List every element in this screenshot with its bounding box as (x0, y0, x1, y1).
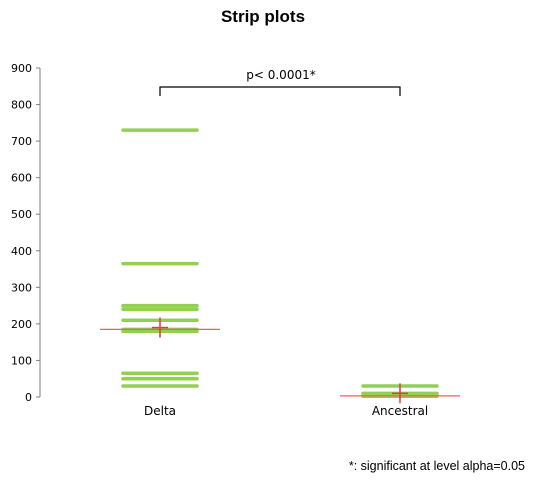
y-axis: 0 100 200 300 400 500 600 700 800 900 (11, 62, 41, 404)
y-tick-label: 0 (25, 391, 32, 404)
y-tick-label: 600 (11, 172, 32, 185)
y-tick-label: 900 (11, 62, 32, 75)
y-tick-label: 500 (11, 208, 32, 221)
bracket-line (159, 86, 401, 96)
x-category-label: Ancestral (372, 404, 428, 418)
x-axis-categories: Delta Ancestral (144, 404, 428, 418)
x-category-label: Delta (144, 404, 176, 418)
y-tick-label: 200 (11, 318, 32, 331)
significance-label: p< 0.0001* (246, 68, 315, 82)
summary-markers (100, 317, 460, 404)
y-tick-label: 400 (11, 245, 32, 258)
significance-bracket (159, 86, 401, 96)
data-points (121, 128, 439, 399)
y-tick-label: 700 (11, 135, 32, 148)
y-tick-label: 300 (11, 281, 32, 294)
chart-title: Strip plots (221, 7, 305, 26)
y-tick-label: 800 (11, 99, 32, 112)
footnote: *: significant at level alpha=0.05 (349, 459, 525, 473)
y-tick-label: 100 (11, 354, 32, 367)
